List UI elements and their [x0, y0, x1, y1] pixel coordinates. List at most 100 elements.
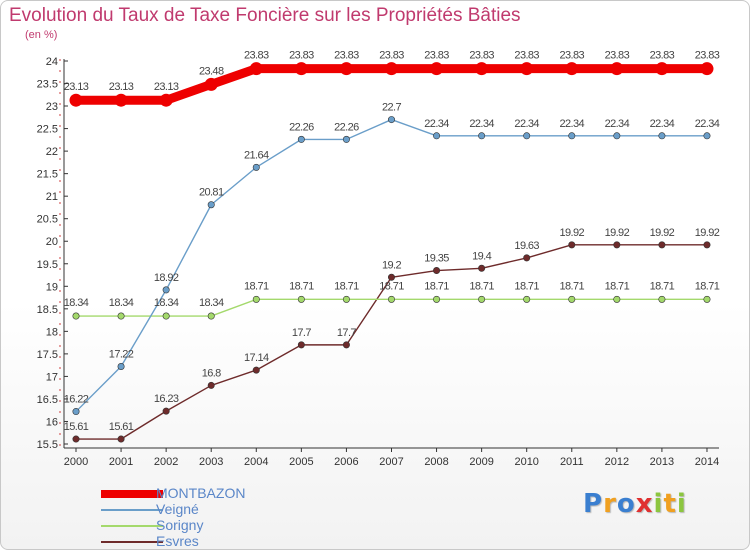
- y-tick-label: 17.5: [37, 349, 58, 361]
- data-point: [478, 264, 486, 272]
- data-point: [475, 62, 489, 76]
- data-point: [520, 62, 534, 76]
- data-point: [342, 341, 350, 349]
- data-label: 15.61: [109, 421, 134, 433]
- legend-swatch: [101, 490, 163, 498]
- data-point: [387, 295, 395, 303]
- data-point: [384, 62, 398, 76]
- y-tick-label: 21: [46, 191, 58, 203]
- legend-swatch: [101, 525, 163, 527]
- data-point: [478, 132, 486, 140]
- data-point: [159, 93, 173, 107]
- data-point: [523, 132, 531, 140]
- logo-letter: P: [583, 489, 604, 519]
- y-tick-label: 19.5: [37, 259, 58, 271]
- legend-label: Sorigny: [156, 517, 204, 533]
- data-point: [252, 366, 260, 374]
- data-point: [249, 62, 263, 76]
- data-point: [297, 295, 305, 303]
- data-label: 22.34: [560, 118, 585, 130]
- data-point: [162, 407, 170, 415]
- data-point: [613, 241, 621, 249]
- data-label: 17.14: [244, 352, 269, 364]
- data-label: 22.26: [334, 121, 359, 133]
- data-point: [162, 312, 170, 320]
- data-label: 18.71: [560, 280, 585, 292]
- logo-letter: x: [635, 489, 654, 519]
- data-point: [658, 295, 666, 303]
- data-point: [207, 201, 215, 209]
- x-tick-label: 2004: [244, 456, 268, 468]
- data-point: [430, 62, 444, 76]
- data-label: 19.92: [650, 227, 675, 239]
- data-point: [658, 132, 666, 140]
- data-point: [658, 241, 666, 249]
- data-label: 23.83: [605, 50, 630, 62]
- y-tick-label: 17: [46, 371, 58, 383]
- y-tick-label: 22.5: [37, 124, 58, 136]
- data-label: 18.71: [379, 280, 404, 292]
- data-point: [114, 93, 128, 107]
- x-tick-label: 2005: [289, 456, 313, 468]
- legend-swatch: [101, 509, 163, 511]
- data-point: [387, 116, 395, 124]
- data-point: [523, 254, 531, 262]
- data-label: 19.35: [424, 253, 449, 265]
- x-tick-label: 2002: [154, 456, 178, 468]
- data-point: [69, 93, 83, 107]
- data-label: 19.2: [382, 259, 401, 271]
- data-point: [207, 312, 215, 320]
- data-point: [613, 295, 621, 303]
- data-label: 23.83: [289, 50, 314, 62]
- logo-letter: t: [663, 489, 677, 519]
- data-label: 16.8: [202, 367, 221, 379]
- data-label: 21.64: [244, 149, 269, 161]
- data-label: 23.48: [199, 65, 224, 77]
- data-point: [703, 132, 711, 140]
- data-point: [703, 295, 711, 303]
- legend-label: Veigné: [156, 501, 199, 517]
- data-label: 23.83: [424, 50, 449, 62]
- x-tick-label: 2010: [514, 456, 538, 468]
- data-point: [433, 267, 441, 275]
- data-point: [117, 362, 125, 370]
- y-tick-label: 23: [46, 101, 58, 113]
- data-point: [342, 135, 350, 143]
- data-label: 18.71: [424, 280, 449, 292]
- y-tick-label: 23.5: [37, 79, 58, 91]
- legend-swatch: [101, 541, 163, 543]
- data-point: [72, 408, 80, 416]
- data-label: 19.92: [605, 227, 630, 239]
- data-point: [162, 286, 170, 294]
- data-label: 22.34: [514, 118, 539, 130]
- data-label: 22.34: [605, 118, 630, 130]
- data-label: 18.34: [154, 297, 179, 309]
- data-point: [252, 295, 260, 303]
- data-label: 22.34: [424, 118, 449, 130]
- data-point: [339, 62, 353, 76]
- x-tick-label: 2006: [334, 456, 358, 468]
- data-label: 18.71: [469, 280, 494, 292]
- y-tick-label: 20.5: [37, 214, 58, 226]
- data-label: 18.71: [605, 280, 630, 292]
- y-tick-label: 22: [46, 146, 58, 158]
- data-point: [117, 312, 125, 320]
- data-label: 18.34: [109, 297, 134, 309]
- data-point: [342, 295, 350, 303]
- logo-letter: i: [653, 489, 664, 519]
- data-point: [433, 132, 441, 140]
- y-tick-label: 18: [46, 326, 58, 338]
- data-label: 19.4: [472, 250, 491, 262]
- data-point: [565, 62, 579, 76]
- x-tick-label: 2009: [469, 456, 493, 468]
- x-tick-label: 2001: [109, 456, 133, 468]
- data-point: [568, 132, 576, 140]
- data-label: 23.13: [109, 81, 134, 93]
- x-tick-label: 2014: [695, 456, 719, 468]
- data-label: 15.61: [64, 421, 89, 433]
- data-label: 22.26: [289, 121, 314, 133]
- data-label: 18.71: [695, 280, 720, 292]
- data-label: 23.83: [514, 50, 539, 62]
- data-label: 23.83: [695, 50, 720, 62]
- data-label: 18.71: [514, 280, 539, 292]
